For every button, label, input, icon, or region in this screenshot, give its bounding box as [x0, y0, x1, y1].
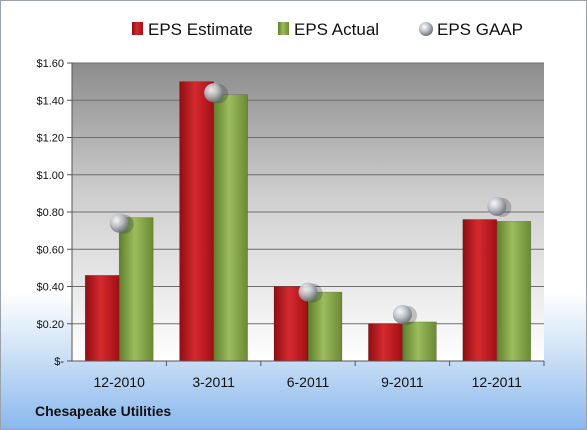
- gaap-marker: [392, 304, 412, 324]
- legend-label-eps-estimate: EPS Estimate: [148, 20, 253, 39]
- y-tick-label: $-: [54, 356, 64, 368]
- bar-eps-estimate: [179, 81, 214, 362]
- bar-eps-estimate: [84, 275, 120, 362]
- y-tick-label: $0.60: [36, 244, 64, 256]
- y-tick-label: $0.80: [36, 207, 64, 219]
- y-tick-label: $0.20: [36, 319, 64, 331]
- legend-swatch-eps-actual: [278, 22, 289, 35]
- bar-eps-estimate: [368, 323, 403, 362]
- bar-eps-actual: [118, 217, 154, 362]
- legend-label-eps-gaap: EPS GAAP: [437, 20, 523, 39]
- bar-eps-estimate: [462, 219, 498, 362]
- gaap-marker: [298, 282, 318, 302]
- gaap-marker: [204, 83, 224, 103]
- x-tick-label: 12-2010: [94, 374, 146, 390]
- y-tick-label: $1.40: [36, 95, 64, 107]
- y-tick-label: $1.60: [36, 58, 64, 70]
- gaap-marker: [109, 213, 129, 233]
- y-tick-label: $1.20: [36, 133, 64, 145]
- company-name: Chesapeake Utilities: [35, 403, 172, 419]
- bar-eps-actual: [402, 321, 437, 362]
- legend-swatch-eps-gaap: [419, 22, 433, 36]
- x-tick-label: 6-2011: [287, 374, 330, 390]
- x-tick-label: 3-2011: [192, 374, 235, 390]
- legend-label-eps-actual: EPS Actual: [294, 20, 379, 39]
- bar-eps-actual: [213, 94, 248, 362]
- bar-eps-actual: [307, 291, 343, 362]
- gaap-marker: [487, 196, 507, 216]
- y-tick-label: $1.00: [36, 170, 64, 182]
- y-tick-label: $0.40: [36, 282, 64, 294]
- bar-eps-actual: [496, 221, 532, 362]
- legend-swatch-eps-estimate: [132, 22, 143, 35]
- x-tick-label: 12-2011: [472, 374, 523, 390]
- x-tick-label: 9-2011: [381, 374, 424, 390]
